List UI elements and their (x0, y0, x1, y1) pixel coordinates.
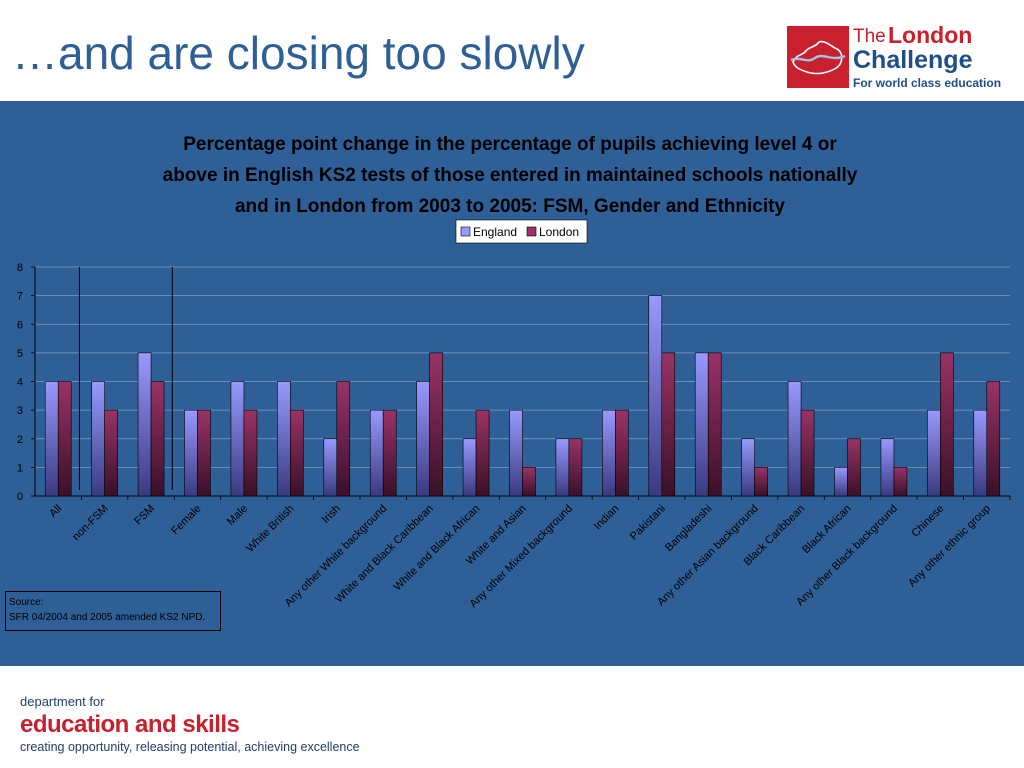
bar-england (277, 381, 291, 497)
london-challenge-logo: The London Challenge For world class edu… (787, 22, 1001, 92)
bar-england (555, 438, 570, 497)
legend-box (455, 219, 588, 244)
x-tick-label: FSM (132, 503, 157, 528)
legend-label-england: England (473, 225, 517, 239)
x-tick-label: Pakistani (628, 503, 668, 543)
chart-title-line-3: and in London from 2003 to 2005: FSM, Ge… (235, 196, 785, 217)
bar-chart: Percentage point change in the percentag… (17, 134, 1011, 611)
x-tick-label: Indian (592, 503, 622, 533)
logo-challenge-text: Challenge (853, 46, 973, 74)
x-tick-label: Male (225, 503, 250, 528)
x-tick-label: Any other Black background (794, 503, 900, 609)
chart-legend: England London (455, 219, 588, 244)
bar-london (707, 352, 722, 497)
bar-england (602, 409, 616, 497)
x-tick-label: White and Black African (392, 503, 483, 594)
bar-england (44, 381, 59, 497)
bar-england (369, 409, 384, 497)
bar-england (880, 438, 895, 497)
bar-london (429, 352, 443, 497)
bar-london (847, 438, 861, 497)
bar-england (509, 409, 523, 497)
x-tick-label: Any other Mixed background (468, 503, 576, 611)
x-tick-label: All (47, 503, 64, 520)
bar-london (568, 438, 583, 497)
bar-london (104, 409, 118, 497)
london-map-icon (787, 26, 849, 88)
bar-england (834, 467, 848, 497)
bar-england (694, 352, 709, 497)
dfes-line-3: creating opportunity, releasing potentia… (20, 740, 360, 754)
bar-london (754, 467, 768, 497)
logo-london-text: London (888, 22, 973, 48)
bar-london (150, 381, 165, 497)
bar-england (741, 438, 755, 497)
x-tick-label: Chinese (909, 503, 946, 540)
y-tick-label: 8 (17, 262, 23, 274)
x-tick-label: Irish (320, 503, 343, 526)
bar-london (57, 381, 72, 497)
x-tick-label: Female (169, 503, 203, 537)
bar-england (91, 381, 105, 497)
source-box: Source: SFR 04/2004 and 2005 amended KS2… (5, 591, 221, 631)
bar-london (615, 409, 629, 497)
dfes-line-2: education and skills (20, 711, 240, 738)
y-tick-label: 2 (17, 434, 23, 446)
x-tick-label: Bangladeshi (663, 503, 714, 554)
bar-london (522, 467, 536, 497)
bar-england (648, 295, 663, 497)
chart-title-line-1: Percentage point change in the percentag… (183, 134, 837, 155)
y-tick-label: 5 (17, 348, 23, 360)
dfes-line-1: department for (20, 694, 105, 709)
bar-london (940, 352, 954, 497)
x-tick-label: White and Black Caribbean (333, 503, 436, 606)
bar-london (800, 409, 815, 497)
x-tick-label: Any other ethnic group (906, 503, 993, 590)
bar-london (290, 409, 304, 497)
dfes-logo: department for education and skills crea… (20, 694, 360, 754)
bar-london (243, 409, 258, 497)
x-tick-label: White British (244, 503, 296, 555)
bar-london (475, 409, 490, 497)
y-tick-label: 7 (17, 291, 23, 303)
bar-london (661, 352, 676, 497)
slide-title: …and are closing too slowly (12, 27, 585, 79)
y-tick-label: 0 (17, 491, 23, 503)
y-tick-label: 4 (17, 377, 23, 389)
x-tick-label: non-FSM (70, 503, 110, 543)
bar-england (323, 438, 338, 497)
bar-england (184, 409, 198, 497)
chart-panel: Percentage point change in the percentag… (0, 101, 1024, 666)
y-tick-label: 1 (17, 462, 23, 474)
chart-title-line-2: above in English KS2 tests of those ente… (163, 165, 858, 186)
source-label: Source: (9, 597, 44, 608)
y-tick-label: 3 (17, 405, 23, 417)
bar-london (893, 467, 908, 497)
bar-england (416, 381, 430, 497)
legend-label-london: London (539, 225, 579, 239)
logo-the-text: The (853, 26, 886, 47)
logo-tagline: For world class education (853, 76, 1002, 90)
bar-london (986, 381, 1001, 497)
bar-england (230, 381, 245, 497)
bar-london (336, 381, 351, 497)
y-tick-label: 6 (17, 319, 23, 331)
bar-england (787, 381, 802, 497)
bar-england (137, 352, 152, 497)
source-text: SFR 04/2004 and 2005 amended KS2 NPD. (9, 612, 206, 623)
bar-london (197, 409, 211, 497)
bar-england (927, 409, 941, 497)
bar-england (462, 438, 477, 497)
legend-swatch-london (526, 226, 537, 237)
bar-england (973, 409, 988, 497)
legend-swatch-england (460, 226, 471, 237)
bar-london (382, 409, 397, 497)
